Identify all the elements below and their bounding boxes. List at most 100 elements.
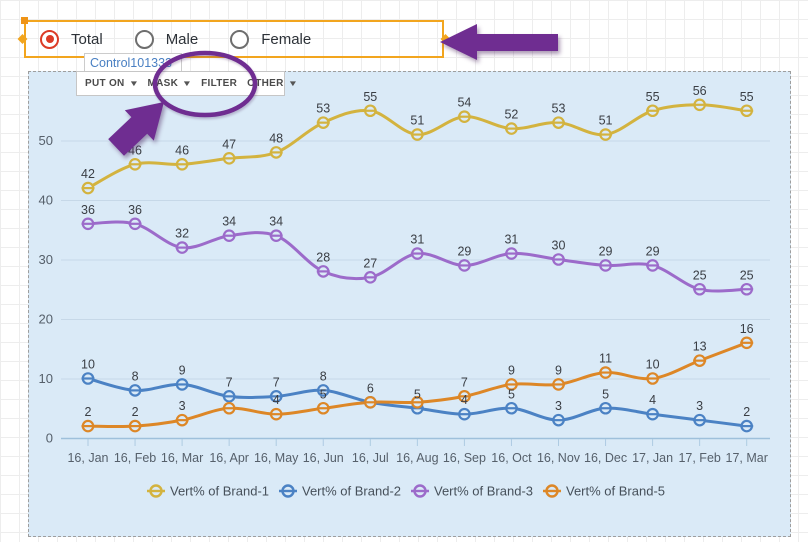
x-axis-label: 16, Sep <box>443 451 486 465</box>
data-point-label: 31 <box>504 233 518 247</box>
toolbar-button-other[interactable]: OTHER ▼ <box>247 78 298 89</box>
x-axis-label: 16, Aug <box>396 451 438 465</box>
radio-option-female[interactable]: Female <box>230 29 312 49</box>
legend-item[interactable]: Vert% of Brand-3 <box>411 484 533 499</box>
data-point-label: 34 <box>269 215 283 229</box>
data-point-label: 48 <box>269 131 283 145</box>
resize-handle-corner[interactable] <box>21 17 28 24</box>
dropdown-caret-icon: ▼ <box>181 78 193 88</box>
annotation-arrow-left-icon <box>440 24 558 60</box>
data-point-label: 29 <box>599 244 613 258</box>
data-point-label: 53 <box>316 102 330 116</box>
x-axis-label: 16, Nov <box>537 451 581 465</box>
y-axis-label: 20 <box>39 312 53 327</box>
widget-tab-control101333[interactable]: Control101333 <box>84 53 183 72</box>
x-axis-label: 16, May <box>254 451 299 465</box>
legend-label: Vert% of Brand-1 <box>170 484 269 499</box>
data-point-label: 7 <box>226 375 233 389</box>
data-point-label: 3 <box>179 399 186 413</box>
data-point-label: 13 <box>693 340 707 354</box>
y-axis-label: 0 <box>46 431 53 446</box>
legend-item[interactable]: Vert% of Brand-5 <box>543 484 665 499</box>
dropdown-caret-icon: ▼ <box>287 78 298 88</box>
y-axis-label: 40 <box>39 193 53 208</box>
data-point-label: 5 <box>414 387 421 401</box>
data-point-label: 4 <box>649 393 656 407</box>
data-point-label: 51 <box>410 114 424 128</box>
legend-label: Vert% of Brand-5 <box>566 484 665 499</box>
data-point-label: 32 <box>175 227 189 241</box>
data-point-label: 29 <box>457 244 471 258</box>
data-point-label: 9 <box>555 363 562 377</box>
data-point-label: 31 <box>410 233 424 247</box>
data-point-label: 16 <box>740 322 754 336</box>
line-chart[interactable]: 0 10 20 30 40 50 16, Jan 16, Feb 16, Mar 16, Apr 1… <box>29 72 790 536</box>
data-point-label: 4 <box>273 393 280 407</box>
radio-option-male[interactable]: Male <box>134 29 199 49</box>
data-point-label: 30 <box>552 239 566 253</box>
radio-label: Total <box>71 30 103 48</box>
data-point-label: 10 <box>81 358 95 372</box>
data-point-label: 34 <box>222 215 236 229</box>
widget-toolbar: PUT ON ▼ MASK ▼ FILTER OTHER ▼ <box>76 71 298 96</box>
radio-label: Female <box>261 30 312 48</box>
x-axis-label: 16, Jun <box>303 451 344 465</box>
x-axis-label: 16, Jul <box>352 451 389 465</box>
data-point-label: 7 <box>273 375 280 389</box>
data-point-label: 51 <box>599 114 613 128</box>
x-axis-label: 17, Mar <box>726 451 768 465</box>
data-point-label: 3 <box>696 399 703 413</box>
legend-item[interactable]: Vert% of Brand-2 <box>279 484 401 499</box>
toolbar-button-put-on[interactable]: PUT ON ▼ <box>85 78 139 89</box>
chart-widget: 0 10 20 30 40 50 16, Jan 16, Feb 16, Mar 16, Apr 1… <box>28 71 791 537</box>
data-point-label: 55 <box>363 90 377 104</box>
y-axis-label: 50 <box>39 133 53 148</box>
data-point-label: 27 <box>363 256 377 270</box>
data-point-label: 36 <box>128 203 142 217</box>
x-axis-label: 16, Apr <box>209 451 249 465</box>
radio-selected-icon[interactable] <box>40 29 59 49</box>
data-point-label: 8 <box>320 369 327 383</box>
data-point-label: 54 <box>457 96 471 110</box>
data-point-label: 2 <box>85 405 92 419</box>
x-axis-label: 17, Feb <box>678 451 720 465</box>
data-point-label: 53 <box>552 102 566 116</box>
resize-handle-right-icon[interactable] <box>440 34 451 44</box>
legend-item[interactable]: Vert% of Brand-1 <box>147 484 269 499</box>
radio-option-total[interactable]: Total <box>40 29 103 49</box>
x-axis-label: 16, Dec <box>584 451 627 465</box>
data-point-label: 55 <box>740 90 754 104</box>
data-point-label: 46 <box>128 143 142 157</box>
data-point-label: 52 <box>504 108 518 122</box>
data-point-label: 46 <box>175 143 189 157</box>
legend-label: Vert% of Brand-3 <box>434 484 533 499</box>
data-point-label: 11 <box>599 352 612 366</box>
x-axis-label: 17, Jan <box>632 451 673 465</box>
y-axis-label: 10 <box>39 371 53 386</box>
x-axis-label: 16, Jan <box>67 451 108 465</box>
data-point-label: 5 <box>320 387 327 401</box>
legend-label: Vert% of Brand-2 <box>302 484 401 499</box>
toolbar-button-mask[interactable]: MASK ▼ <box>147 78 193 89</box>
radio-unselected-icon[interactable] <box>134 29 154 49</box>
data-point-label: 55 <box>646 90 660 104</box>
data-point-label: 5 <box>602 387 609 401</box>
data-point-label: 10 <box>646 358 660 372</box>
toolbar-button-filter[interactable]: FILTER <box>201 78 238 89</box>
x-axis-label: 16, Feb <box>114 451 156 465</box>
resize-handle-left-icon[interactable] <box>17 34 28 44</box>
data-point-label: 29 <box>646 244 660 258</box>
data-point-label: 3 <box>555 399 562 413</box>
radio-label: Male <box>165 30 199 48</box>
data-point-label: 25 <box>693 268 707 282</box>
data-point-label: 25 <box>740 268 754 282</box>
x-axis-label: 16, Mar <box>161 451 203 465</box>
radio-unselected-icon[interactable] <box>230 29 250 49</box>
data-point-label: 56 <box>693 84 707 98</box>
data-point-label: 28 <box>316 250 330 264</box>
data-point-label: 9 <box>179 363 186 377</box>
data-point-label: 8 <box>132 369 139 383</box>
data-point-label: 42 <box>81 167 95 181</box>
x-axis-label: 16, Oct <box>491 451 532 465</box>
